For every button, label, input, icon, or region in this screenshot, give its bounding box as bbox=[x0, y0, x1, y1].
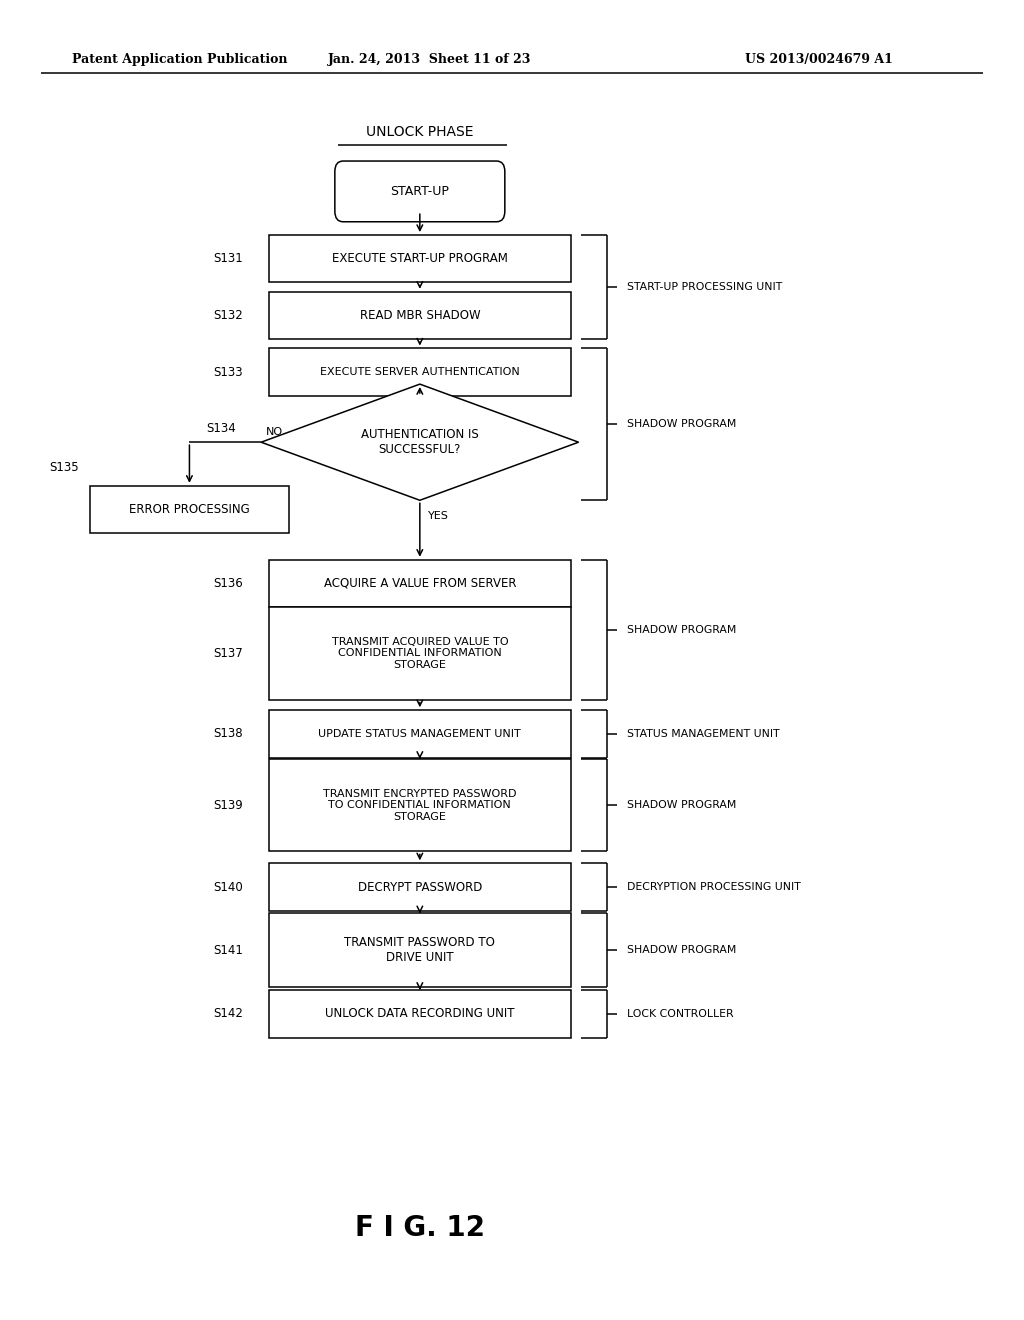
Text: TRANSMIT ENCRYPTED PASSWORD
TO CONFIDENTIAL INFORMATION
STORAGE: TRANSMIT ENCRYPTED PASSWORD TO CONFIDENT… bbox=[324, 788, 516, 822]
FancyBboxPatch shape bbox=[268, 990, 570, 1038]
FancyBboxPatch shape bbox=[90, 486, 289, 533]
FancyBboxPatch shape bbox=[268, 759, 570, 851]
Text: UNLOCK DATA RECORDING UNIT: UNLOCK DATA RECORDING UNIT bbox=[325, 1007, 515, 1020]
Text: START-UP PROCESSING UNIT: START-UP PROCESSING UNIT bbox=[627, 282, 782, 292]
Text: NO: NO bbox=[266, 426, 284, 437]
Text: SHADOW PROGRAM: SHADOW PROGRAM bbox=[627, 945, 736, 956]
Text: SHADOW PROGRAM: SHADOW PROGRAM bbox=[627, 624, 736, 635]
Text: TRANSMIT PASSWORD TO
DRIVE UNIT: TRANSMIT PASSWORD TO DRIVE UNIT bbox=[344, 936, 496, 965]
FancyBboxPatch shape bbox=[268, 292, 570, 339]
Text: SHADOW PROGRAM: SHADOW PROGRAM bbox=[627, 800, 736, 810]
Text: S137: S137 bbox=[213, 647, 243, 660]
Text: Jan. 24, 2013  Sheet 11 of 23: Jan. 24, 2013 Sheet 11 of 23 bbox=[329, 53, 531, 66]
FancyBboxPatch shape bbox=[268, 710, 570, 758]
Text: S136: S136 bbox=[213, 577, 243, 590]
Text: STATUS MANAGEMENT UNIT: STATUS MANAGEMENT UNIT bbox=[627, 729, 780, 739]
Text: F I G. 12: F I G. 12 bbox=[355, 1213, 484, 1242]
Text: DECRYPTION PROCESSING UNIT: DECRYPTION PROCESSING UNIT bbox=[627, 882, 801, 892]
Text: S131: S131 bbox=[213, 252, 243, 265]
Text: DECRYPT PASSWORD: DECRYPT PASSWORD bbox=[357, 880, 482, 894]
Text: S135: S135 bbox=[50, 461, 80, 474]
Text: S140: S140 bbox=[213, 880, 243, 894]
Text: S132: S132 bbox=[213, 309, 243, 322]
Text: ACQUIRE A VALUE FROM SERVER: ACQUIRE A VALUE FROM SERVER bbox=[324, 577, 516, 590]
FancyBboxPatch shape bbox=[268, 913, 570, 987]
Text: AUTHENTICATION IS
SUCCESSFUL?: AUTHENTICATION IS SUCCESSFUL? bbox=[361, 428, 478, 457]
Text: US 2013/0024679 A1: US 2013/0024679 A1 bbox=[745, 53, 893, 66]
Text: READ MBR SHADOW: READ MBR SHADOW bbox=[359, 309, 480, 322]
FancyBboxPatch shape bbox=[268, 863, 570, 911]
Text: S134: S134 bbox=[206, 422, 236, 436]
FancyBboxPatch shape bbox=[268, 235, 570, 282]
Text: YES: YES bbox=[428, 511, 449, 521]
FancyBboxPatch shape bbox=[268, 607, 570, 700]
Polygon shape bbox=[261, 384, 579, 500]
Text: EXECUTE START-UP PROGRAM: EXECUTE START-UP PROGRAM bbox=[332, 252, 508, 265]
Text: S138: S138 bbox=[214, 727, 243, 741]
Text: LOCK CONTROLLER: LOCK CONTROLLER bbox=[627, 1008, 734, 1019]
Text: UPDATE STATUS MANAGEMENT UNIT: UPDATE STATUS MANAGEMENT UNIT bbox=[318, 729, 521, 739]
Text: ERROR PROCESSING: ERROR PROCESSING bbox=[129, 503, 250, 516]
Text: Patent Application Publication: Patent Application Publication bbox=[72, 53, 287, 66]
Text: EXECUTE SERVER AUTHENTICATION: EXECUTE SERVER AUTHENTICATION bbox=[319, 367, 520, 378]
Text: SHADOW PROGRAM: SHADOW PROGRAM bbox=[627, 420, 736, 429]
Text: TRANSMIT ACQUIRED VALUE TO
CONFIDENTIAL INFORMATION
STORAGE: TRANSMIT ACQUIRED VALUE TO CONFIDENTIAL … bbox=[332, 636, 508, 671]
FancyBboxPatch shape bbox=[268, 348, 570, 396]
Text: UNLOCK PHASE: UNLOCK PHASE bbox=[367, 125, 473, 139]
Text: START-UP: START-UP bbox=[390, 185, 450, 198]
Text: S141: S141 bbox=[213, 944, 243, 957]
Text: S133: S133 bbox=[214, 366, 243, 379]
Text: S142: S142 bbox=[213, 1007, 243, 1020]
Text: S139: S139 bbox=[213, 799, 243, 812]
FancyBboxPatch shape bbox=[268, 560, 570, 607]
FancyBboxPatch shape bbox=[335, 161, 505, 222]
